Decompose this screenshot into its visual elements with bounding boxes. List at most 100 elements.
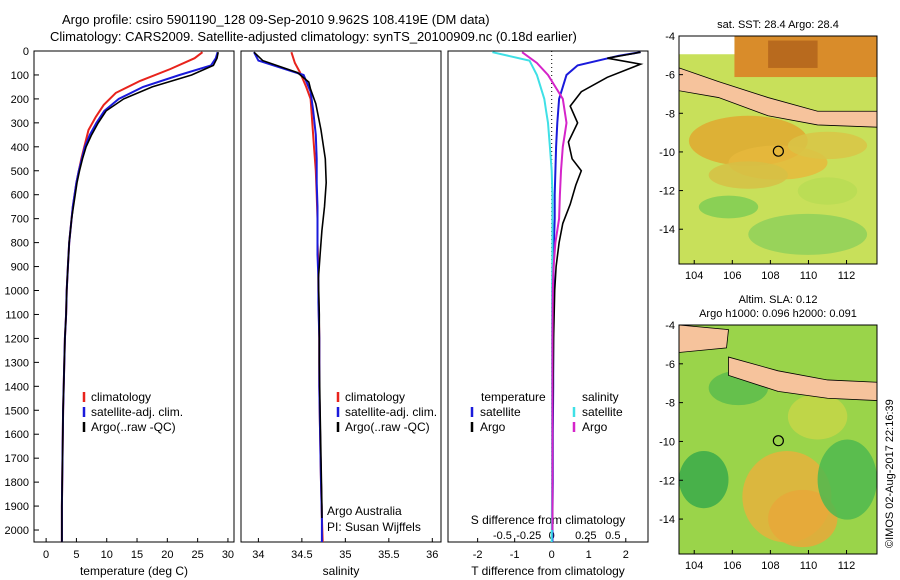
map-y-tick-label: -4 (665, 31, 675, 43)
map-color-patch (708, 161, 788, 189)
x-tick-label: 1 (586, 549, 592, 561)
map-y-tick-label: -4 (665, 320, 675, 332)
diff-x-axis-label: T difference from climatology (471, 564, 625, 578)
map-y-tick-label: -12 (659, 475, 675, 487)
y-tick-label: 900 (11, 262, 29, 274)
map-warm-patch (768, 40, 818, 68)
legend-label: satellite (582, 405, 623, 419)
map-color-patch (817, 439, 877, 520)
y-tick-label: 200 (11, 94, 29, 106)
x2-tick-label: 0.5 (605, 530, 620, 542)
legend-label: satellite-adj. clim. (91, 405, 183, 419)
map-color-patch (787, 393, 848, 440)
x-tick-label: 30 (222, 549, 234, 561)
legend-label: satellite-adj. clim. (345, 405, 437, 419)
map-y-tick-label: -6 (665, 70, 675, 82)
map-y-tick-label: -6 (665, 359, 675, 371)
x-tick-label: 15 (131, 549, 143, 561)
legend-label: satellite (480, 405, 521, 419)
map-color-patch (698, 195, 759, 219)
y-tick-label: 800 (11, 238, 29, 250)
map-0 (678, 35, 878, 265)
annotation-pi: PI: Susan Wijffels (327, 520, 421, 534)
y-tick-label: 1600 (5, 429, 29, 441)
map-x-tick-label: 110 (800, 560, 818, 572)
legend-label: Argo (582, 420, 608, 434)
map-y-tick-label: -10 (659, 147, 675, 159)
x-tick-label: 0 (549, 549, 555, 561)
map-title: Argo h1000: 0.096 h2000: 0.091 (699, 308, 857, 320)
panel-frame-1 (240, 50, 442, 543)
y-tick-label: 300 (11, 118, 29, 130)
y-tick-label: 600 (11, 190, 29, 202)
title-line-2: Climatology: CARS2009. Satellite-adjuste… (50, 29, 577, 44)
map-color-patch (797, 177, 858, 205)
diff-s-satellite-line (492, 51, 554, 543)
x-tick-label: 35.5 (378, 549, 399, 561)
map-y-tick-label: -14 (659, 224, 675, 236)
y-tick-label: 1300 (5, 357, 29, 369)
legend-label: Argo(..raw -QC) (345, 420, 430, 434)
x-tick-label: 25 (192, 549, 204, 561)
argo-location-marker (772, 145, 784, 157)
x-tick-label: 36 (426, 549, 438, 561)
map-x-tick-label: 108 (761, 270, 779, 282)
map-1 (678, 324, 878, 555)
map-x-tick-label: 104 (685, 270, 703, 282)
x-tick-label: 34.5 (291, 549, 312, 561)
argo-location-marker (772, 435, 784, 447)
map-frame (678, 324, 878, 555)
temp-satellite-line (60, 51, 219, 542)
map-y-tick-label: -12 (659, 186, 675, 198)
map-frame (678, 35, 878, 265)
map-y-tick-label: -14 (659, 514, 675, 526)
temp-x-axis-label: temperature (deg C) (80, 564, 188, 578)
y-tick-label: 700 (11, 214, 29, 226)
diff-x2-axis-label: S difference from climatology (471, 513, 626, 527)
panel-frame-0 (33, 50, 235, 543)
legend-title-temperature: temperature (481, 390, 546, 404)
y-tick-label: 1900 (5, 501, 29, 513)
x-tick-label: 20 (161, 549, 173, 561)
map-x-tick-label: 104 (685, 560, 703, 572)
y-tick-label: 500 (11, 166, 29, 178)
legend-label: Argo (480, 420, 506, 434)
y-tick-label: 1000 (5, 286, 29, 298)
x-tick-label: 34 (252, 549, 264, 561)
legend-label: climatology (91, 390, 151, 404)
y-tick-label: 100 (11, 70, 29, 82)
map-x-tick-label: 106 (723, 560, 741, 572)
y-tick-label: 1800 (5, 477, 29, 489)
sal-x-axis-label: salinity (323, 564, 360, 578)
x-tick-label: -1 (510, 549, 520, 561)
x-tick-label: 0 (43, 549, 49, 561)
map-x-tick-label: 110 (800, 270, 818, 282)
diff-t-argo-line (551, 51, 644, 530)
map-color-patch (768, 489, 838, 548)
y-tick-label: 1500 (5, 405, 29, 417)
map-x-tick-label: 108 (761, 560, 779, 572)
title-line-1: Argo profile: csiro 5901190_128 09-Sep-2… (62, 12, 490, 27)
credit-text: ©IMOS 02-Aug-2017 22:16:39 (884, 399, 896, 548)
x-tick-label: 5 (73, 549, 79, 561)
y-tick-label: 1100 (5, 309, 29, 321)
legend-label: Argo(..raw -QC) (91, 420, 176, 434)
annotation-argo-australia: Argo Australia (327, 504, 402, 518)
map-x-tick-label: 106 (723, 270, 741, 282)
map-y-tick-label: -8 (665, 108, 675, 120)
map-title: sat. SST: 28.4 Argo: 28.4 (717, 19, 839, 31)
x-tick-label: 10 (101, 549, 113, 561)
map-title: Altim. SLA: 0.12 (739, 294, 818, 306)
x-tick-label: -2 (473, 549, 483, 561)
legend-title-salinity: salinity (582, 390, 619, 404)
map-x-tick-label: 112 (838, 560, 856, 572)
x2-tick-label: 0.25 (575, 530, 596, 542)
map-y-tick-label: -8 (665, 398, 675, 410)
x2-tick-label: -0.25 (516, 530, 541, 542)
y-tick-label: 1700 (5, 453, 29, 465)
y-tick-label: 0 (23, 46, 29, 58)
map-color-patch (748, 213, 868, 255)
diff-s-argo-line (521, 51, 568, 530)
y-tick-label: 2000 (5, 525, 29, 537)
